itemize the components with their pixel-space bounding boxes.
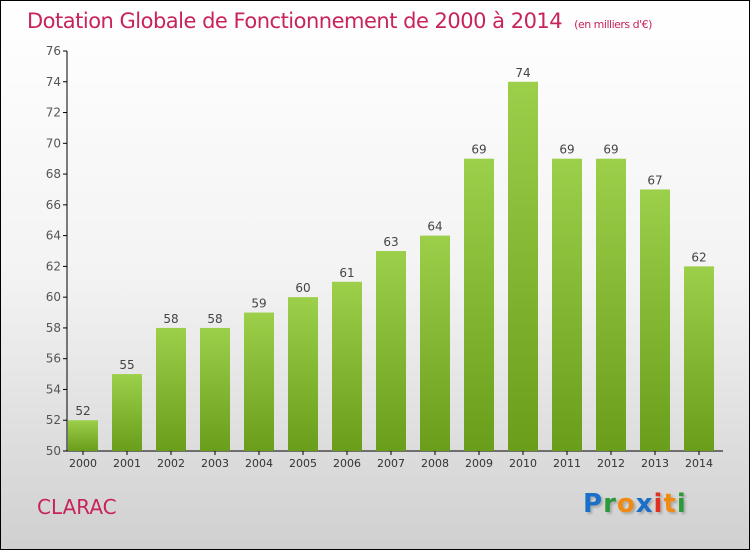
y-tick-label: 54 [46,382,61,396]
x-tick-label: 2006 [333,457,361,470]
x-tick-label: 2014 [685,457,713,470]
data-label: 61 [339,266,354,280]
bar [464,158,494,451]
y-tick-label: 60 [46,290,61,304]
data-label: 55 [119,358,134,372]
chart-title: Dotation Globale de Fonctionnement de 20… [27,9,652,33]
data-label: 69 [471,143,486,157]
bar [68,420,98,451]
x-tick-label: 2007 [377,457,405,470]
bar [376,251,406,451]
x-tick-label: 2003 [201,457,229,470]
y-tick-label: 62 [46,259,61,273]
x-tick-label: 2009 [465,457,493,470]
data-label: 67 [647,173,662,187]
x-tick-label: 2001 [113,457,141,470]
y-tick-label: 68 [46,167,61,181]
bar [112,374,142,451]
x-tick-label: 2012 [597,457,625,470]
bar [508,81,538,452]
y-tick-label: 66 [46,198,61,212]
data-label: 58 [163,312,178,326]
data-label: 60 [295,281,310,295]
x-tick-label: 2000 [69,457,97,470]
data-label: 59 [251,297,266,311]
chart-subtitle: (en milliers d'€) [574,18,652,31]
y-tick-label: 74 [46,75,61,89]
bar [200,327,230,451]
y-tick-label: 72 [46,106,61,120]
bar [552,158,582,451]
y-tick-label: 56 [46,352,61,366]
x-tick-label: 2011 [553,457,581,470]
data-label: 62 [691,250,706,264]
x-tick-label: 2002 [157,457,185,470]
data-label: 52 [75,404,90,418]
data-label: 64 [427,220,442,234]
y-tick-label: 50 [46,444,61,458]
commune-name: CLARAC [37,495,117,519]
title-text: Dotation Globale de Fonctionnement de 20… [27,9,563,33]
y-tick-label: 58 [46,321,61,335]
x-tick-label: 2008 [421,457,449,470]
data-label: 58 [207,312,222,326]
bar [420,235,450,451]
x-tick-label: 2005 [289,457,317,470]
data-label: 69 [559,143,574,157]
bar [332,281,362,451]
bar [244,312,274,451]
y-tick-label: 52 [46,413,61,427]
x-tick-label: 2004 [245,457,273,470]
y-tick-label: 70 [46,136,61,150]
y-tick-label: 76 [46,44,61,58]
y-tick-label: 64 [46,229,61,243]
data-label: 74 [515,66,530,80]
bar [596,158,626,451]
x-tick-label: 2010 [509,457,537,470]
data-label: 63 [383,235,398,249]
x-tick-label: 2013 [641,457,669,470]
bar [684,266,714,451]
data-label: 69 [603,143,618,157]
bar [640,189,670,451]
bar [156,327,186,451]
bar [288,297,318,451]
proxiti-logo: Proxiti [583,489,687,519]
